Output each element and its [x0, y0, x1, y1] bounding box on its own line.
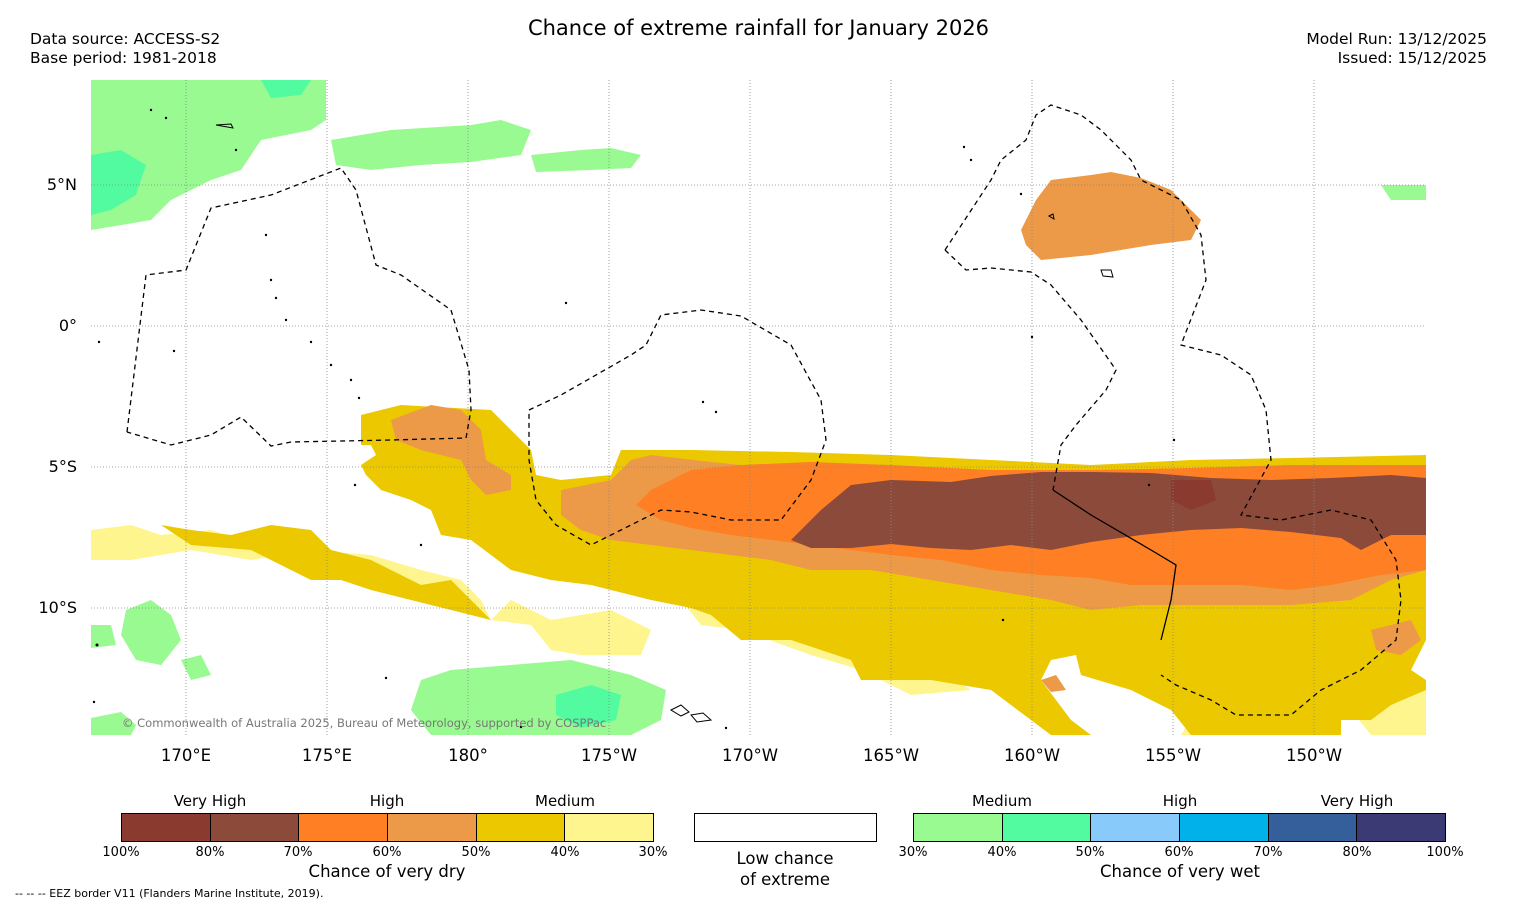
lon-label-155w: 155°W: [1144, 746, 1202, 765]
dry-very-high-area: [791, 472, 1426, 550]
wet-color-bar: [913, 813, 1446, 842]
lat-label-10s: 10°S: [38, 598, 77, 617]
lon-label-165w: 165°W: [862, 746, 920, 765]
dry-tick: 60%: [372, 845, 402, 860]
data-source: Data source: ACCESS-S2: [30, 30, 221, 48]
dry-category-medium: Medium: [535, 792, 595, 810]
wet-tick: 70%: [1253, 845, 1283, 860]
dry-tick: 70%: [283, 845, 313, 860]
dry-swatch-3: [298, 814, 388, 841]
wet-category-medium: Medium: [972, 792, 1032, 810]
wet-category-very-high: Very High: [1320, 792, 1394, 810]
low-chance-line2: of extreme: [739, 870, 831, 889]
graticule: [91, 80, 1426, 735]
lon-label-170w: 170°W: [721, 746, 779, 765]
low-chance-label: Low chance of extreme: [685, 848, 885, 890]
dry-legend-title: Chance of very dry: [308, 862, 466, 881]
wet-tick: 50%: [1075, 845, 1105, 860]
lon-label-175e: 175°E: [301, 746, 353, 765]
dry-tick: 100%: [102, 845, 140, 860]
wet-swatch-6: [1356, 814, 1446, 841]
wet-tick: 40%: [987, 845, 1017, 860]
wet-tick: 30%: [898, 845, 928, 860]
dry-swatch-5: [475, 814, 565, 841]
dry-swatch-1: [122, 814, 210, 841]
map-title: Chance of extreme rainfall for January 2…: [527, 16, 990, 40]
wet-swatch-2: [1001, 814, 1091, 841]
lat-label-5n: 5°N: [46, 175, 77, 194]
rainfall-map: [91, 80, 1426, 735]
base-period: Base period: 1981-2018: [30, 49, 217, 67]
lat-label-5s: 5°S: [48, 457, 77, 476]
lon-label-175w: 175°W: [580, 746, 638, 765]
wet-medium-strong-area: [91, 80, 621, 728]
dry-category-high: High: [369, 792, 405, 810]
wet-swatch-3: [1090, 814, 1180, 841]
copyright-notice: © Commonwealth of Australia 2025, Bureau…: [122, 716, 607, 730]
dry-category-very-high: Very High: [173, 792, 247, 810]
wet-tick: 100%: [1426, 845, 1464, 860]
lon-label-160w: 160°W: [1003, 746, 1061, 765]
islands: [215, 123, 1114, 723]
lon-label-150w: 150°W: [1285, 746, 1343, 765]
dry-tick: 40%: [550, 845, 580, 860]
map-canvas: [91, 80, 1426, 735]
run-info: Model Run: 13/12/2025 Issued: 15/12/2025: [1306, 30, 1487, 68]
dry-swatch-2: [209, 814, 299, 841]
eez-footnote: -- -- -- EEZ border V11 (Flanders Marine…: [15, 887, 324, 900]
dry-tick: 50%: [461, 845, 491, 860]
atolls: [92, 108, 1176, 730]
wet-legend-title: Chance of very wet: [1100, 862, 1260, 881]
low-chance-swatch: [694, 813, 877, 842]
wet-swatch-1: [914, 814, 1002, 841]
wet-tick: 60%: [1164, 845, 1194, 860]
dry-color-bar: [121, 813, 654, 842]
wet-category-high: High: [1162, 792, 1198, 810]
model-run: Model Run: 13/12/2025: [1306, 30, 1487, 48]
wet-swatch-4: [1179, 814, 1268, 841]
data-info: Data source: ACCESS-S2 Base period: 1981…: [30, 30, 220, 68]
wet-swatch-5: [1267, 814, 1357, 841]
dry-swatch-6: [564, 814, 654, 841]
dry-tick: 30%: [638, 845, 668, 860]
lon-label-170e: 170°E: [160, 746, 212, 765]
lon-label-180: 180°: [448, 746, 488, 765]
low-chance-line1: Low chance: [736, 849, 834, 868]
dry-swatch-4: [387, 814, 476, 841]
lat-label-0: 0°: [58, 316, 77, 335]
dry-tick: 80%: [195, 845, 225, 860]
eez-borders: [126, 104, 1402, 716]
wet-tick: 80%: [1342, 845, 1372, 860]
issued-date: Issued: 15/12/2025: [1337, 49, 1487, 67]
